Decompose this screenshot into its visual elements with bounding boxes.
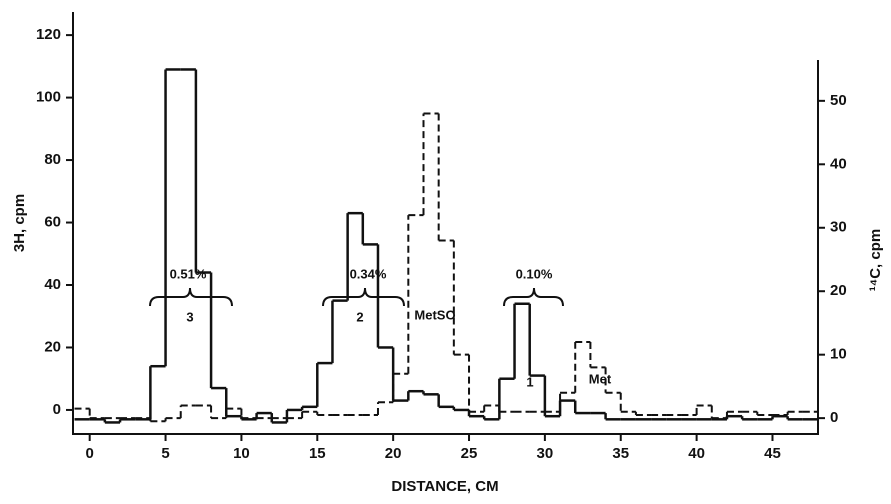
annotation: 0.10% [516,266,553,281]
x-tick-label: 0 [86,445,94,462]
annotation: 0.34% [350,266,387,281]
x-tick-label: 40 [688,445,705,462]
y-tick-label: 100 [36,89,61,106]
y-tick-label: 40 [44,276,61,293]
x-axis-label: DISTANCE, CM [391,478,498,495]
y2-tick-label: 0 [830,409,838,426]
bracket [503,287,564,307]
y2-axis-label: ¹⁴C, cpm [867,229,884,291]
y2-tick-label: 40 [830,155,847,172]
bracket [322,287,405,307]
annotation: 0.51% [170,266,207,281]
y2-tick-label: 10 [830,346,847,363]
annotation: Met [589,371,612,386]
y2-tick-label: 50 [830,92,847,109]
axis-frame [72,12,819,435]
y-tick-label: 20 [44,338,61,355]
annotation: MetSO [414,307,455,322]
x-tick-label: 45 [764,445,781,462]
y-tick-label: 0 [53,401,61,418]
x-tick-label: 10 [233,445,250,462]
annotation: 2 [356,309,363,324]
x-tick-label: 35 [612,445,629,462]
y-axis-label: 3H, cpm [11,194,28,252]
bracket [149,287,233,307]
x-tick-label: 5 [161,445,169,462]
x-tick-label: 25 [461,445,478,462]
x-tick-label: 20 [385,445,402,462]
y-tick-label: 80 [44,151,61,168]
y-tick-label: 60 [44,214,61,231]
annotation: 1 [526,374,533,389]
annotation: 3 [186,309,193,324]
y-tick-label: 120 [36,26,61,43]
y2-tick-label: 20 [830,282,847,299]
x-tick-label: 15 [309,445,326,462]
x-tick-label: 30 [537,445,554,462]
y2-tick-label: 30 [830,219,847,236]
